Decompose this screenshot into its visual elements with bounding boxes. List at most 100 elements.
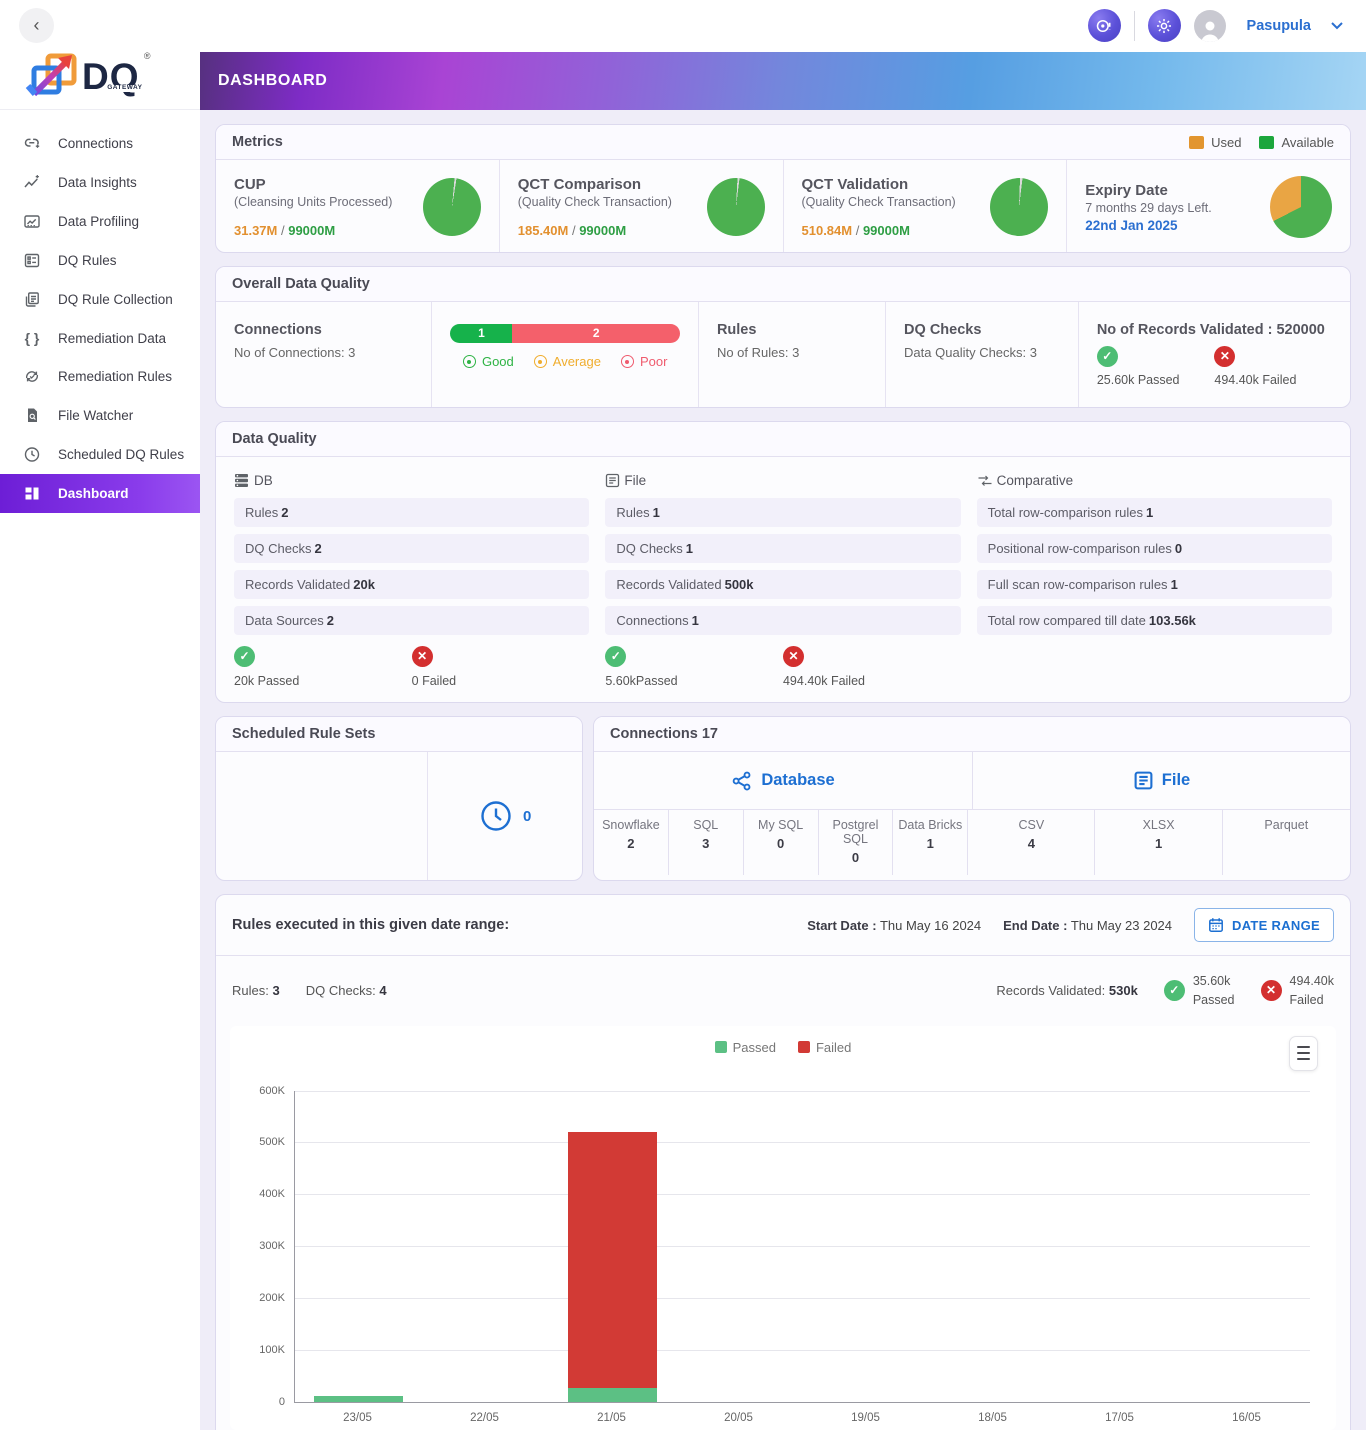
- x-axis-label: 21/05: [597, 1411, 626, 1424]
- overall-data-quality-card: Overall Data Quality Connections No of C…: [215, 266, 1351, 408]
- sidebar-item-file-watcher[interactable]: File Watcher: [0, 396, 200, 435]
- sidebar-item-label: Data Profiling: [58, 214, 140, 229]
- dq-row: Total row-comparison rules 1: [976, 498, 1332, 527]
- dq-row: Rules 1: [605, 498, 961, 527]
- sidebar-item-label: Remediation Rules: [58, 369, 173, 384]
- logo-gateway-text: GATEWAY: [106, 84, 144, 92]
- metric-total: 99000M: [579, 223, 627, 238]
- metric-total: 99000M: [862, 223, 910, 238]
- x-axis-label: 23/05: [343, 1411, 372, 1424]
- topbar-divider: [1133, 10, 1135, 41]
- metrics-legend-swatch: [1189, 135, 1205, 149]
- passed-icon: ✓: [1096, 346, 1118, 367]
- brand-area: ‹ DQ GATEWAY ®: [0, 0, 200, 110]
- bar-23/05[interactable]: [295, 1091, 422, 1402]
- sidebar-item-remediation-rules[interactable]: Remediation Rules: [0, 357, 200, 396]
- metric-pie-3: [1270, 176, 1332, 238]
- scheduled-rule-sets-card: Scheduled Rule Sets 0: [215, 716, 583, 881]
- logo-arrow-icon: [25, 53, 77, 97]
- data-quality-card: Data Quality DB Rules 2 DQ Checks 2 Record…: [215, 421, 1351, 703]
- bar-16/05[interactable]: [1183, 1091, 1310, 1402]
- overall-dq-checks: DQ Checks Data Quality Checks: 3: [885, 302, 1078, 407]
- sidebar-item-data-insights[interactable]: Data Insights: [0, 163, 200, 202]
- metric-qct-comparison: QCT Comparison (Quality Check Transactio…: [498, 160, 783, 252]
- failed-icon: ✕: [1214, 346, 1236, 367]
- sidebar-item-label: Data Insights: [58, 175, 137, 190]
- failed-icon: ✕: [782, 646, 804, 667]
- y-axis-tick: 600K: [259, 1084, 285, 1097]
- metric-used: 510.84M: [801, 223, 853, 238]
- overall-title: Overall Data Quality: [232, 276, 370, 292]
- sidebar-item-label: Connections: [58, 136, 134, 151]
- metric-subtitle: 7 months 29 days Left.: [1085, 200, 1212, 215]
- metric-title: QCT Validation: [801, 176, 909, 193]
- bar-22/05[interactable]: [422, 1091, 549, 1402]
- scheduled-empty-area: [216, 752, 429, 880]
- avatar[interactable]: [1193, 9, 1226, 42]
- sidebar-item-scheduled-dq-rules[interactable]: Scheduled DQ Rules: [0, 435, 200, 474]
- legend-label: Available: [1281, 134, 1334, 150]
- compare-arrows-icon: [978, 475, 992, 486]
- records-passed: 25.60k Passed: [1096, 373, 1180, 387]
- dq-row: Connections 1: [605, 606, 961, 635]
- metric-subtitle: (Quality Check Transaction): [517, 195, 672, 209]
- dq-file-passed: 5.60kPassed: [605, 674, 678, 688]
- quality-legend-label: Good: [481, 354, 514, 369]
- bar-19/05[interactable]: [803, 1091, 930, 1402]
- sidebar-item-dq-rule-collection[interactable]: DQ Rule Collection: [0, 280, 200, 319]
- bar-17/05[interactable]: [1056, 1091, 1183, 1402]
- alert-target-icon: [1095, 17, 1113, 35]
- profile-chart-icon: [24, 215, 40, 228]
- dq-checks-count: DQ Checks: 4: [305, 983, 387, 999]
- chart-menu-button[interactable]: [1289, 1035, 1318, 1071]
- bar-18/05[interactable]: [929, 1091, 1056, 1402]
- start-date: Start Date : Thu May 16 2024: [807, 917, 982, 933]
- sidebar-item-connections[interactable]: Connections: [0, 124, 200, 163]
- sidebar-item-remediation-data[interactable]: { } Remediation Data: [0, 319, 200, 357]
- bar-21/05[interactable]: [549, 1091, 676, 1402]
- overall-connections: Connections No of Connections: 3: [216, 302, 431, 407]
- sidebar-item-dashboard[interactable]: Dashboard: [0, 474, 200, 513]
- x-axis-label: 22/05: [470, 1411, 499, 1424]
- clock-icon: [481, 801, 511, 831]
- y-axis-tick: 200K: [259, 1291, 285, 1304]
- bar-20/05[interactable]: [676, 1091, 803, 1402]
- records-validated-count: Records Validated: 530k: [996, 983, 1138, 999]
- date-range-button[interactable]: DATE RANGE: [1194, 908, 1334, 942]
- theme-button[interactable]: [1147, 9, 1181, 42]
- dq-gateway-logo: DQ GATEWAY ®: [24, 50, 151, 102]
- x-axis-label: 16/05: [1232, 1411, 1261, 1424]
- passed-icon: ✓: [234, 646, 255, 667]
- rules-count: Rules: 3: [232, 983, 280, 999]
- top-bar: Pasupula: [0, 0, 1366, 52]
- overall-rules-title: Rules: [716, 322, 757, 338]
- passed-stat: ✓ 35.60k Passed: [1163, 972, 1235, 1010]
- dq-db-label: DB: [254, 473, 273, 488]
- overall-dq-checks-title: DQ Checks: [904, 322, 982, 338]
- link-icon: [24, 138, 40, 148]
- connections-title: Connections 17: [610, 726, 718, 742]
- chart-plot: 600K 500K 400K 300K 200K 100K 0: [259, 1085, 1310, 1408]
- back-button[interactable]: ‹: [19, 8, 54, 43]
- notification-button[interactable]: [1087, 9, 1121, 42]
- quality-bar-segment-0: 1: [450, 324, 513, 343]
- passed-icon: ✓: [605, 646, 627, 667]
- sidebar-item-data-profiling[interactable]: Data Profiling: [0, 202, 200, 241]
- metric-subtitle: (Quality Check Transaction): [801, 195, 956, 209]
- user-name[interactable]: Pasupula: [1246, 17, 1311, 34]
- passed-icon: ✓: [1163, 980, 1185, 1002]
- metrics-legend-swatch: [1259, 135, 1275, 149]
- connections-card: Connections 17 Database File Sno: [593, 716, 1351, 881]
- sidebar-item-dq-rules[interactable]: DQ Rules: [0, 241, 200, 280]
- scheduled-title: Scheduled Rule Sets: [232, 726, 376, 742]
- chevron-down-icon[interactable]: [1330, 21, 1344, 30]
- chart-legend-failed[interactable]: Failed: [797, 1040, 851, 1055]
- sidebar-item-label: File Watcher: [58, 408, 134, 423]
- file-icon: [606, 473, 620, 488]
- overall-rules: Rules No of Rules: 3: [697, 302, 885, 407]
- connection-type-csv: CSV 4: [968, 810, 1096, 875]
- connection-type-xlsx: XLSX 1: [1095, 810, 1223, 875]
- failed-icon: ✕: [1260, 980, 1282, 1002]
- logo-registered-mark: ®: [143, 50, 152, 61]
- chart-legend-passed[interactable]: Passed: [714, 1040, 776, 1055]
